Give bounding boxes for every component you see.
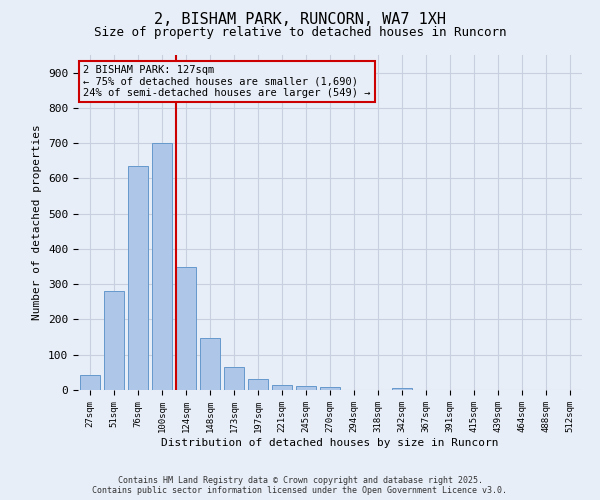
Bar <box>176 266 196 390</box>
Text: Size of property relative to detached houses in Runcorn: Size of property relative to detached ho… <box>94 26 506 39</box>
X-axis label: Distribution of detached houses by size in Runcorn: Distribution of detached houses by size … <box>161 438 499 448</box>
Bar <box>296 386 316 390</box>
Bar <box>224 367 244 390</box>
Text: Contains HM Land Registry data © Crown copyright and database right 2025.
Contai: Contains HM Land Registry data © Crown c… <box>92 476 508 495</box>
Bar <box>104 292 124 390</box>
Bar <box>200 338 220 390</box>
Bar <box>152 143 172 390</box>
Bar <box>320 387 340 390</box>
Bar <box>80 375 100 390</box>
Bar <box>128 166 148 390</box>
Bar <box>248 378 268 390</box>
Y-axis label: Number of detached properties: Number of detached properties <box>32 124 43 320</box>
Text: 2, BISHAM PARK, RUNCORN, WA7 1XH: 2, BISHAM PARK, RUNCORN, WA7 1XH <box>154 12 446 28</box>
Text: 2 BISHAM PARK: 127sqm
← 75% of detached houses are smaller (1,690)
24% of semi-d: 2 BISHAM PARK: 127sqm ← 75% of detached … <box>83 65 371 98</box>
Bar <box>272 386 292 390</box>
Bar <box>392 388 412 390</box>
